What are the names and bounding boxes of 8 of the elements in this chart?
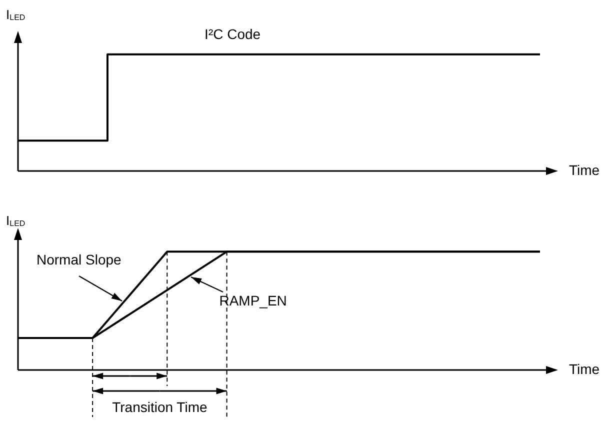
series-label: I²C Code bbox=[204, 26, 261, 42]
x-axis-title: Time bbox=[569, 162, 600, 178]
y-axis-title: I$_{LED}$ bbox=[6, 213, 26, 228]
x-axis-title: Time bbox=[569, 360, 600, 377]
text: Transition Time bbox=[112, 398, 208, 415]
legend-label: RAMP_EN bbox=[219, 292, 287, 309]
y-axis-title: I$_{LED}$ bbox=[6, 7, 26, 22]
series-label: Normal Slope bbox=[36, 252, 122, 268]
